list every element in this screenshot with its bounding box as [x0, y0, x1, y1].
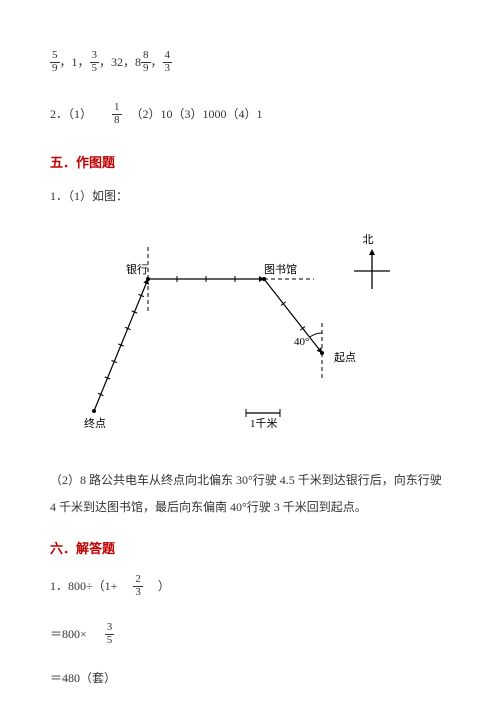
line2-suffix: （2）10（3）1000（4）1: [125, 106, 263, 123]
svg-text:终点: 终点: [84, 416, 106, 430]
fraction: 43: [163, 50, 173, 74]
fraction: 35: [90, 50, 100, 74]
solve-line-3: ＝480（套）: [50, 670, 450, 687]
svg-text:图书馆: 图书馆: [264, 262, 297, 276]
route-figure: 银行 图书馆起点终点 40° 北 1千米: [54, 223, 414, 443]
figure-container: 银行 图书馆起点终点 40° 北 1千米: [54, 223, 450, 443]
fraction: 59: [50, 50, 60, 74]
line2-frac: 1 8: [112, 102, 122, 126]
fraction: 89: [141, 50, 151, 74]
text-fragment: ，1，: [60, 54, 90, 71]
solve2-prefix: ＝800×: [50, 626, 87, 643]
svg-text:1千米: 1千米: [250, 417, 278, 430]
svg-text:起点: 起点: [334, 351, 356, 364]
line2-prefix: 2．（1）: [50, 106, 92, 123]
text-fragment: ，32，8: [99, 54, 141, 71]
solve1-prefix: 1．800÷（1+: [50, 578, 117, 595]
solve1-suffix: ）: [146, 578, 170, 595]
svg-text:北: 北: [363, 233, 374, 246]
section-6-title: 六．解答题: [50, 540, 450, 558]
section-5-title: 五．作图题: [50, 154, 450, 172]
solve-line-2: ＝800× 3 5: [50, 622, 450, 646]
q1-label: 1．（1）如图：: [50, 188, 450, 205]
solve-line-1: 1．800÷（1+ 2 3 ）: [50, 574, 450, 598]
solve1-frac: 2 3: [133, 574, 143, 598]
fraction-list-line: 59，1，35，32，889，43: [50, 50, 450, 74]
text-fragment: ，: [151, 54, 163, 71]
solve2-frac: 3 5: [105, 622, 115, 646]
svg-text:40°: 40°: [294, 336, 309, 348]
answer-line-2: 2．（1） 1 8 （2）10（3）1000（4）1: [50, 102, 450, 126]
q1-part2-text: （2）8 路公共电车从终点向北偏东 30°行驶 4.5 千米到达银行后，向东行驶…: [50, 467, 450, 520]
svg-text:银行: 银行: [126, 262, 148, 276]
